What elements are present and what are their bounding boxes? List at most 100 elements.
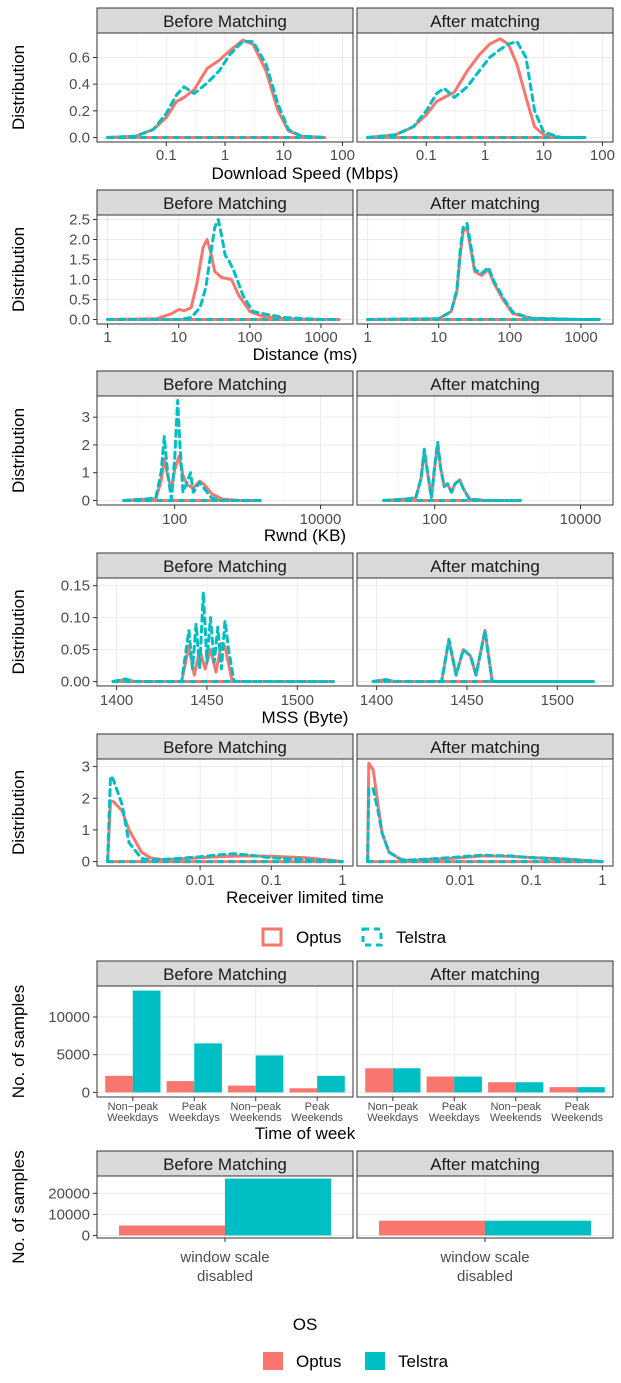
panel-border	[96, 214, 354, 325]
telstra-fill-key	[365, 1352, 385, 1370]
panel-border	[356, 395, 614, 506]
bar-chart-6: Before MatchingNon−peakWeekdaysPeakWeekd…	[9, 960, 614, 1143]
x-tick-label: 100	[590, 147, 615, 164]
panel-border	[356, 32, 614, 143]
legend-key-optus: Optus	[263, 1352, 341, 1371]
x-tick-label: Non−peak	[230, 1101, 281, 1113]
panel-border	[356, 577, 614, 687]
x-tick-label: 1	[481, 147, 489, 164]
x-tick-label: Peak	[305, 1101, 331, 1113]
facet-strip	[96, 733, 354, 760]
telstra-density-line	[366, 787, 604, 864]
telstra-density-line	[122, 399, 262, 502]
x-axis-title: Receiver limited time	[226, 888, 384, 907]
x-tick-label: Weekdays	[367, 1112, 419, 1124]
panel-after-matching: After matching 1400 1450 1500	[356, 552, 614, 709]
x-tick-label: 1400	[100, 692, 133, 709]
panel-after-matching: After matching 0.01 0.1 1	[356, 733, 614, 889]
panel-border	[96, 395, 354, 506]
x-tick-label: Non−peak	[368, 1101, 419, 1113]
y-tick-label: 0	[82, 1084, 90, 1101]
facet-label: After matching	[430, 375, 540, 394]
facet-label: After matching	[430, 738, 540, 757]
y-tick-label: 0.2	[69, 103, 90, 120]
panel-border	[96, 577, 354, 687]
facet-strip	[356, 552, 614, 579]
x-tick-label: 100	[162, 511, 187, 528]
optus-line-key	[261, 927, 283, 947]
facet-strip	[356, 189, 614, 216]
x-tick-label: 10000	[560, 511, 602, 528]
facet-label: Before Matching	[163, 557, 287, 576]
x-tick-label: 10	[170, 329, 187, 346]
telstra-density-line	[371, 629, 595, 683]
facet-label: Before Matching	[163, 738, 287, 757]
y-tick-label: 3	[82, 759, 90, 776]
x-tick-label: 1500	[281, 692, 314, 709]
x-tick-label: 1	[221, 147, 229, 164]
optus-bar	[166, 1081, 195, 1093]
panel-before-matching: Before Matching 0.01 0.1 1	[96, 733, 354, 889]
x-axis-title: OS	[293, 1315, 318, 1334]
x-tick-label: 0.01	[186, 872, 215, 889]
x-tick-label: 0.1	[521, 872, 542, 889]
x-tick-label: 1	[363, 329, 371, 346]
optus-bar	[488, 1082, 516, 1093]
facet-label: After matching	[430, 557, 540, 576]
x-tick-label: Weekends	[490, 1112, 542, 1124]
facet-label: After matching	[430, 12, 540, 31]
telstra-line-key	[361, 927, 383, 947]
legend-label-telstra: Telstra	[396, 928, 447, 947]
optus-bar	[289, 1088, 318, 1093]
y-axis-title: Distribution	[9, 45, 28, 130]
x-tick-label: Weekdays	[169, 1112, 221, 1124]
telstra-density-line	[366, 40, 587, 139]
x-tick-label: 10	[430, 329, 447, 346]
panel-border	[96, 1175, 354, 1239]
optus-bar	[365, 1068, 393, 1093]
telstra-bar	[194, 1043, 222, 1093]
telstra-bar	[515, 1082, 544, 1093]
panel-background	[97, 215, 353, 324]
y-tick-label: 0.10	[61, 610, 90, 627]
x-tick-label: Weekdays	[107, 1112, 159, 1124]
optus-fill-key	[263, 1352, 283, 1370]
x-tick-label: 0.1	[156, 147, 177, 164]
y-tick-label: 0	[82, 493, 90, 510]
y-tick-label: 2	[82, 790, 90, 807]
optus-bar	[549, 1087, 578, 1093]
x-tick-label: 10	[275, 147, 292, 164]
x-tick-label: 1	[103, 329, 111, 346]
telstra-density-line	[106, 218, 341, 321]
y-tick-label: 1	[82, 822, 90, 839]
telstra-bar	[577, 1087, 605, 1093]
legend-key-optus: Optus	[261, 927, 341, 947]
x-axis-title: Distance (ms)	[253, 345, 358, 364]
telstra-density-line	[366, 222, 601, 321]
y-tick-label: 2	[82, 437, 90, 454]
x-tick-label: disabled	[457, 1268, 513, 1285]
y-tick-label: 1.5	[69, 252, 90, 269]
y-tick-label: 0.00	[61, 674, 90, 691]
legend-label-optus: Optus	[296, 928, 341, 947]
optus-bar	[379, 1220, 485, 1236]
density-chart-5: Before Matching 0.01 0.1 1 After matching 0.0…	[9, 733, 614, 907]
x-tick-label: 100	[422, 511, 447, 528]
telstra-bar	[454, 1076, 482, 1093]
y-tick-label: 0.0	[69, 130, 90, 147]
legend-key-telstra: Telstra	[365, 1352, 449, 1371]
panel-before-matching: Before Matching 1400 1450 1500	[96, 552, 354, 709]
legend-label-optus: Optus	[296, 1352, 341, 1371]
y-tick-label: 3	[82, 409, 90, 426]
panel-border	[356, 214, 614, 325]
optus-bar	[105, 1075, 133, 1093]
optus-density-line	[106, 38, 327, 139]
panel-background	[357, 759, 613, 866]
panel-before-matching: Before MatchingNon−peakWeekdaysPeakWeekd…	[96, 960, 354, 1124]
y-tick-label: 10000	[48, 1206, 90, 1223]
legend-key-telstra: Telstra	[361, 927, 447, 947]
x-tick-label: Weekends	[551, 1112, 603, 1124]
